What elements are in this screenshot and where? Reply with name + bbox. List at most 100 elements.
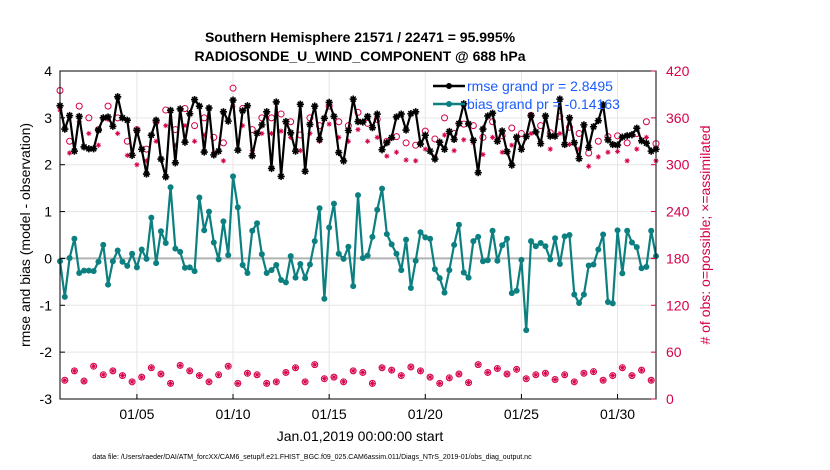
obs-assimilated-point xyxy=(302,379,308,385)
rmse-point xyxy=(272,98,280,106)
bias-point xyxy=(71,235,78,242)
rmse-point xyxy=(402,126,410,134)
bias-point xyxy=(441,289,448,296)
obs-assimilated-point xyxy=(167,380,174,386)
obs-assimilated-point xyxy=(465,380,472,386)
rmse-point xyxy=(335,148,343,157)
rmse-point xyxy=(570,139,578,147)
obs-possible-point xyxy=(551,375,559,383)
legend-rmse-marker xyxy=(446,83,452,89)
rmse-point xyxy=(320,114,328,122)
bias-point xyxy=(552,235,559,242)
y-axis-label: rmse and bias (model - observation) xyxy=(17,123,33,347)
rmse-point xyxy=(637,137,646,145)
bias-point xyxy=(619,270,626,277)
obs-possible-point xyxy=(503,370,511,378)
bias-point xyxy=(489,227,496,234)
bias-point xyxy=(523,327,530,334)
obs-assimilated-point xyxy=(288,134,294,140)
y-right-tick-label: 420 xyxy=(666,63,690,79)
bias-point xyxy=(302,275,309,282)
bias-point xyxy=(638,265,645,272)
bias-point xyxy=(278,276,285,283)
bias-point xyxy=(475,233,482,240)
bias-point xyxy=(220,218,227,225)
obs-assimilated-point xyxy=(552,376,558,383)
rmse-point xyxy=(551,132,559,140)
rmse-point xyxy=(75,112,83,121)
obs-assimilated-point xyxy=(283,369,289,376)
rmse-point xyxy=(421,131,429,139)
bias-point xyxy=(225,252,232,259)
obs-assimilated-point xyxy=(576,146,582,152)
rmse-point xyxy=(162,173,170,181)
obs-assimilated-point xyxy=(95,142,102,148)
rmse-point xyxy=(104,113,112,121)
obs-possible-point xyxy=(378,364,386,372)
obs-assimilated-point xyxy=(119,372,126,379)
rmse-point xyxy=(388,133,396,142)
obs-possible-point xyxy=(493,365,501,373)
obs-assimilated-point xyxy=(158,371,164,377)
bias-point xyxy=(254,220,261,227)
bias-point xyxy=(412,257,419,264)
obs-possible-point xyxy=(416,367,424,375)
obs-assimilated-point xyxy=(264,380,270,386)
bias-point xyxy=(181,264,188,271)
obs-possible-point xyxy=(407,363,415,371)
bias-point xyxy=(484,257,491,264)
bias-point xyxy=(172,245,179,252)
rmse-point xyxy=(181,138,189,146)
rmse-point xyxy=(133,126,141,135)
obs-possible-point xyxy=(402,139,410,147)
obs-assimilated-point xyxy=(153,138,159,144)
rmse-point xyxy=(229,96,237,104)
bias-point xyxy=(585,262,592,269)
rmse-point xyxy=(565,114,574,122)
obs-possible-point xyxy=(85,114,93,122)
bias-series xyxy=(57,173,659,334)
obs-possible-point xyxy=(618,364,626,372)
obs-possible-point xyxy=(508,124,516,132)
obs-possible-point xyxy=(570,378,578,386)
obs-assimilated-point xyxy=(523,376,529,382)
rmse-point xyxy=(224,117,232,125)
obs-possible-point xyxy=(431,135,439,143)
obs-assimilated-point xyxy=(571,379,577,385)
bias-point xyxy=(109,258,116,265)
bias-point xyxy=(595,246,602,253)
obs-possible-point xyxy=(340,378,348,386)
x-axis-label: Jan.01,2019 00:00:00 start xyxy=(277,428,444,444)
rmse-point xyxy=(85,145,93,153)
obs-possible-point xyxy=(388,366,396,374)
rmse-point xyxy=(142,170,151,178)
bias-point xyxy=(215,256,222,263)
rmse-point xyxy=(176,105,184,113)
legend: rmse grand pr = 2.8495 bias grand pr = -… xyxy=(433,78,620,112)
obs-possible-point xyxy=(282,368,290,376)
y-tick-label: 4 xyxy=(44,63,52,79)
bias-point xyxy=(479,258,486,265)
bias-point xyxy=(153,260,160,267)
bias-point xyxy=(451,241,458,248)
obs-assimilated-point xyxy=(451,148,457,154)
rmse-point xyxy=(215,147,223,155)
bias-point xyxy=(287,253,294,260)
obs-assimilated-point xyxy=(292,365,299,371)
bias-point xyxy=(206,208,212,215)
rmse-point xyxy=(118,114,127,122)
y-tick-label: 2 xyxy=(44,157,52,173)
obs-assimilated-point xyxy=(634,146,640,152)
obs-assimilated-point xyxy=(494,365,500,372)
obs-possible-point xyxy=(320,375,328,383)
rmse-point xyxy=(532,128,540,136)
obs-possible-point xyxy=(70,367,78,375)
obs-assimilated-point xyxy=(345,138,351,144)
obs-possible-point xyxy=(565,123,573,131)
right-axis-ticks: 0 60 120 180 240 300 360 420 xyxy=(651,63,690,407)
rmse-point xyxy=(431,155,439,163)
bias-point xyxy=(499,242,506,249)
rmse-point xyxy=(195,102,203,110)
y-right-tick-label: 60 xyxy=(666,344,682,360)
rmse-point xyxy=(546,132,554,140)
